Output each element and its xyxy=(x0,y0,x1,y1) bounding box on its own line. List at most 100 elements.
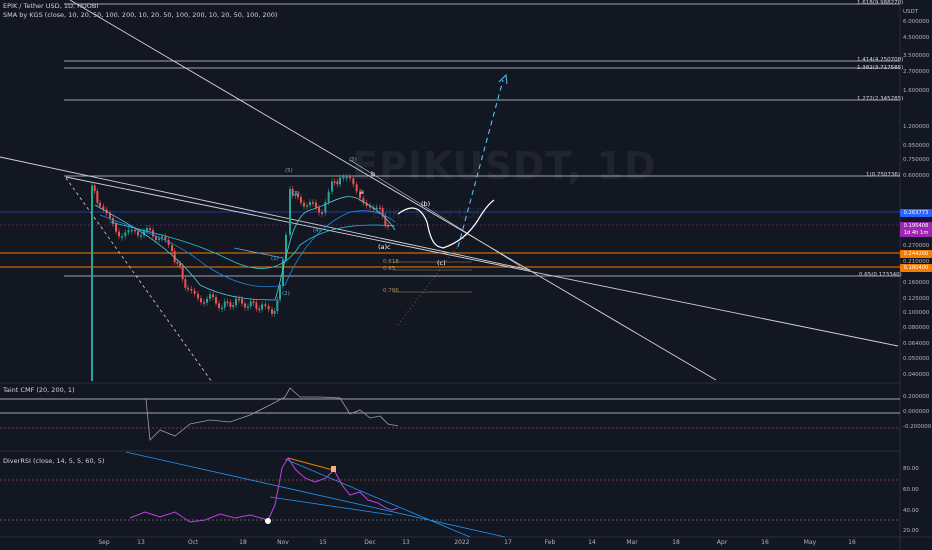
candle-body xyxy=(379,207,381,210)
candle-body xyxy=(158,238,160,240)
candle-body xyxy=(93,185,96,192)
time-tick: 18 xyxy=(672,539,680,546)
wave-path[interactable] xyxy=(397,199,495,249)
trend-lines[interactable] xyxy=(0,0,899,381)
time-tick: 2022 xyxy=(454,539,470,546)
candle-body xyxy=(140,235,142,237)
candle-body xyxy=(190,289,193,291)
candle-body xyxy=(342,176,345,179)
candle-body xyxy=(297,193,299,198)
candle-body xyxy=(279,286,281,300)
retracement-label: 0.786 xyxy=(383,288,399,294)
candle-body xyxy=(294,193,297,196)
candle-body xyxy=(130,229,133,232)
price-tick: 0.050000 xyxy=(903,356,930,362)
time-tick: Mar xyxy=(626,539,638,546)
cmf-pane[interactable] xyxy=(0,387,900,441)
candle-body xyxy=(137,231,139,236)
cmf-tick: -0.200000 xyxy=(903,424,932,430)
wave-label-b: b xyxy=(371,170,376,178)
time-tick: 17 xyxy=(504,539,512,546)
price-tick: 0.270000 xyxy=(903,243,930,249)
candle-body xyxy=(291,188,294,196)
dashed-trend xyxy=(65,177,213,383)
wave-label-a: a xyxy=(360,188,364,196)
wave-label-3: (1) xyxy=(271,256,279,262)
symbol-legend[interactable]: EPIK / Tether USD, 1D, HUOBI xyxy=(3,2,99,10)
candle-body xyxy=(336,181,339,185)
candle-body xyxy=(232,305,235,308)
candle-body xyxy=(252,301,255,303)
wave-label-2: (5) xyxy=(349,157,357,163)
wave-label-5: (3) xyxy=(292,191,300,197)
candle-body xyxy=(206,298,208,303)
wave-label-6: (4) xyxy=(313,228,321,234)
candle-body xyxy=(238,298,240,301)
fib-label: 1.382(3.717585) xyxy=(857,65,904,71)
candle-body xyxy=(321,212,323,214)
time-tick: Nov xyxy=(277,539,289,546)
candle-body xyxy=(143,231,145,236)
cmf-tick: 0.000000 xyxy=(903,409,930,415)
fib-lines[interactable] xyxy=(64,3,900,277)
rsi-pane[interactable] xyxy=(0,451,900,538)
time-tick: Feb xyxy=(544,539,556,546)
fib-label: 1.618(9.988270) xyxy=(857,0,904,6)
candle-body xyxy=(164,236,167,241)
wave-label-b-paren: (b) xyxy=(421,200,431,208)
candlestick-series[interactable] xyxy=(91,173,389,317)
candle-body xyxy=(276,299,279,312)
candle-body xyxy=(215,297,217,304)
candle-body xyxy=(96,191,99,203)
candle-body xyxy=(171,244,173,252)
candle-body xyxy=(184,279,187,288)
wave-label-a-paren: (a)c xyxy=(378,243,391,251)
short-blue-line xyxy=(233,247,284,259)
candle-body xyxy=(381,208,384,216)
candle-body xyxy=(339,177,341,185)
candle-body xyxy=(303,202,305,207)
sma-legend[interactable]: SMA by KGS (close, 10, 20, 50, 100, 200,… xyxy=(3,11,278,19)
cmf-tick: 0.200000 xyxy=(903,394,930,400)
candle-body xyxy=(306,205,308,207)
time-tick: 16 xyxy=(848,539,856,546)
candle-body xyxy=(149,228,151,230)
sma-line xyxy=(109,221,396,269)
candle-body xyxy=(134,229,136,232)
price-tick: 4.500000 xyxy=(903,35,930,41)
time-tick: 13 xyxy=(137,539,145,546)
candle-body xyxy=(384,215,387,226)
candle-body xyxy=(387,225,389,227)
candle-body xyxy=(327,191,330,203)
candle-body xyxy=(375,207,378,210)
rsi-legend[interactable]: DiverRSI (close, 14, 5, 5, 60, 5) xyxy=(3,457,105,465)
candle-body xyxy=(352,178,355,185)
candle-body xyxy=(193,290,196,294)
retracement-label: 0.65 xyxy=(383,266,396,272)
price-badge: 0.263773 xyxy=(900,209,932,217)
candle-body xyxy=(312,202,314,204)
time-tick: 16 xyxy=(761,539,769,546)
candle-body xyxy=(155,236,157,240)
candle-body xyxy=(218,303,220,308)
price-badge: 0.180400 xyxy=(900,264,932,272)
price-tick: 1.600000 xyxy=(903,88,930,94)
candle-body xyxy=(173,251,176,262)
projection-arrow[interactable] xyxy=(457,79,504,248)
candle-body xyxy=(285,234,287,260)
price-tick: 0.100000 xyxy=(903,310,930,316)
cmf-legend[interactable]: Taint CMF (20, 200, 1) xyxy=(3,386,75,394)
time-tick: 18 xyxy=(239,539,247,546)
candle-body xyxy=(249,301,252,307)
price-tick: 0.080000 xyxy=(903,325,930,331)
sma-lines xyxy=(94,196,396,301)
rsi-tick: 60.00 xyxy=(903,487,919,493)
candle-body xyxy=(331,181,333,192)
wave-label-c-paren: (c) xyxy=(437,259,446,267)
currency-label: USDT xyxy=(903,9,919,15)
wave-label-4: (2) xyxy=(282,291,290,297)
price-badge: 0.195408 xyxy=(900,222,932,230)
candle-body xyxy=(258,308,261,311)
candle-body xyxy=(362,198,365,203)
